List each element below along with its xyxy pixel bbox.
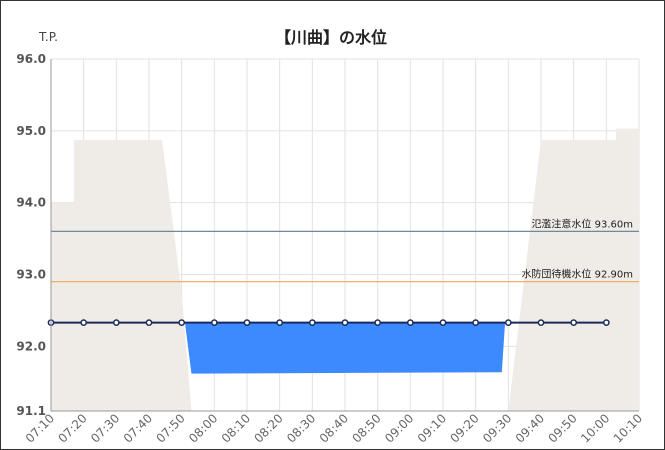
x-tick-label-7: 08:20 — [251, 411, 285, 445]
y-tick-label-0: 96.0 — [16, 52, 46, 66]
data-point-12 — [439, 319, 447, 326]
y-tick-label-2: 94.0 — [16, 196, 46, 210]
data-point-3 — [145, 319, 153, 326]
data-point-15 — [537, 319, 545, 326]
x-tick-label-12: 09:10 — [415, 411, 449, 445]
chart-title: 【川曲】の水位 — [275, 28, 387, 47]
data-point-5 — [210, 319, 218, 326]
x-tick-label-11: 09:00 — [382, 411, 416, 445]
x-tick-label-16: 09:50 — [545, 411, 579, 445]
data-point-17 — [602, 319, 610, 326]
data-point-6 — [243, 319, 251, 326]
data-point-2 — [112, 319, 120, 326]
data-point-10 — [374, 319, 382, 326]
data-point-16 — [570, 319, 578, 326]
data-point-7 — [276, 319, 284, 326]
x-tick-label-8: 08:30 — [284, 411, 318, 445]
data-point-1 — [80, 319, 88, 326]
reference-lines: 氾濫注意水位 93.60m 水防団待機水位 92.90m — [51, 217, 639, 283]
data-point-14 — [504, 319, 512, 326]
data-point-9 — [341, 319, 349, 326]
reference-label-0: 氾濫注意水位 93.60m — [531, 217, 633, 230]
riverbed-area — [184, 322, 506, 374]
y-axis-unit-label: T.P. — [38, 30, 58, 44]
x-tick-label-2: 07:30 — [88, 411, 122, 445]
x-tick-label-17: 10:00 — [578, 411, 612, 445]
data-point-8 — [308, 319, 316, 326]
x-tick-label-10: 08:50 — [349, 411, 383, 445]
bank-area — [51, 128, 639, 411]
data-point-13 — [472, 319, 480, 326]
y-tick-label-4: 92.0 — [16, 339, 46, 353]
y-tick-label-5: 91.1 — [16, 404, 46, 418]
x-tick-label-14: 09:30 — [480, 411, 514, 445]
x-tick-label-1: 07:20 — [55, 411, 89, 445]
x-tick-label-9: 08:40 — [317, 411, 351, 445]
data-point-11 — [406, 319, 414, 326]
x-tick-label-18: 10:10 — [611, 411, 645, 445]
y-tick-label-3: 93.0 — [16, 268, 46, 282]
x-tick-label-6: 08:10 — [219, 411, 253, 445]
x-tick-label-3: 07:40 — [121, 411, 155, 445]
data-point-4 — [178, 319, 186, 326]
x-tick-label-4: 07:50 — [153, 411, 187, 445]
x-tick-label-5: 08:00 — [186, 411, 220, 445]
x-tick-label-15: 09:40 — [513, 411, 547, 445]
areas — [51, 128, 639, 411]
y-tick-label-1: 95.0 — [16, 124, 46, 138]
reference-label-1: 水防団待機水位 92.90m — [521, 268, 633, 281]
x-tick-label-13: 09:20 — [447, 411, 481, 445]
series — [47, 319, 610, 326]
